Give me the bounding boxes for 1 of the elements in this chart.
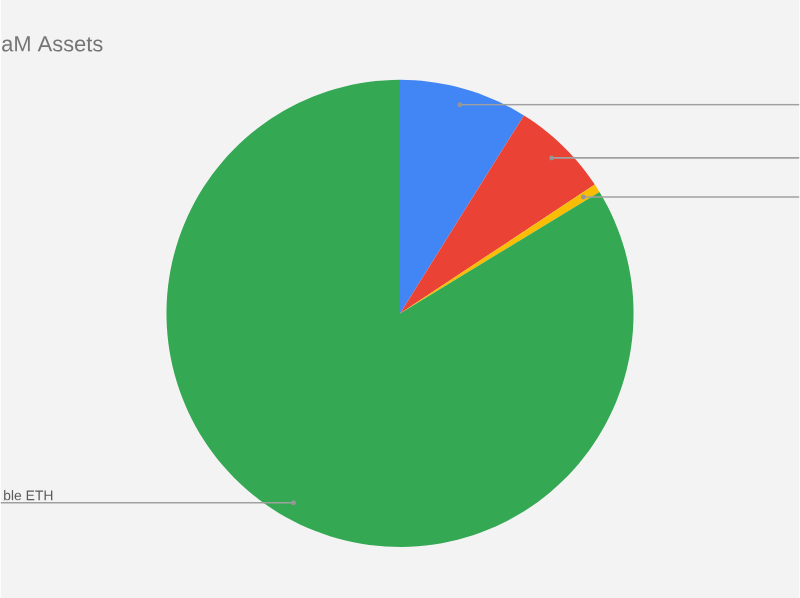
chart-title: aM Assets (2, 35, 103, 52)
